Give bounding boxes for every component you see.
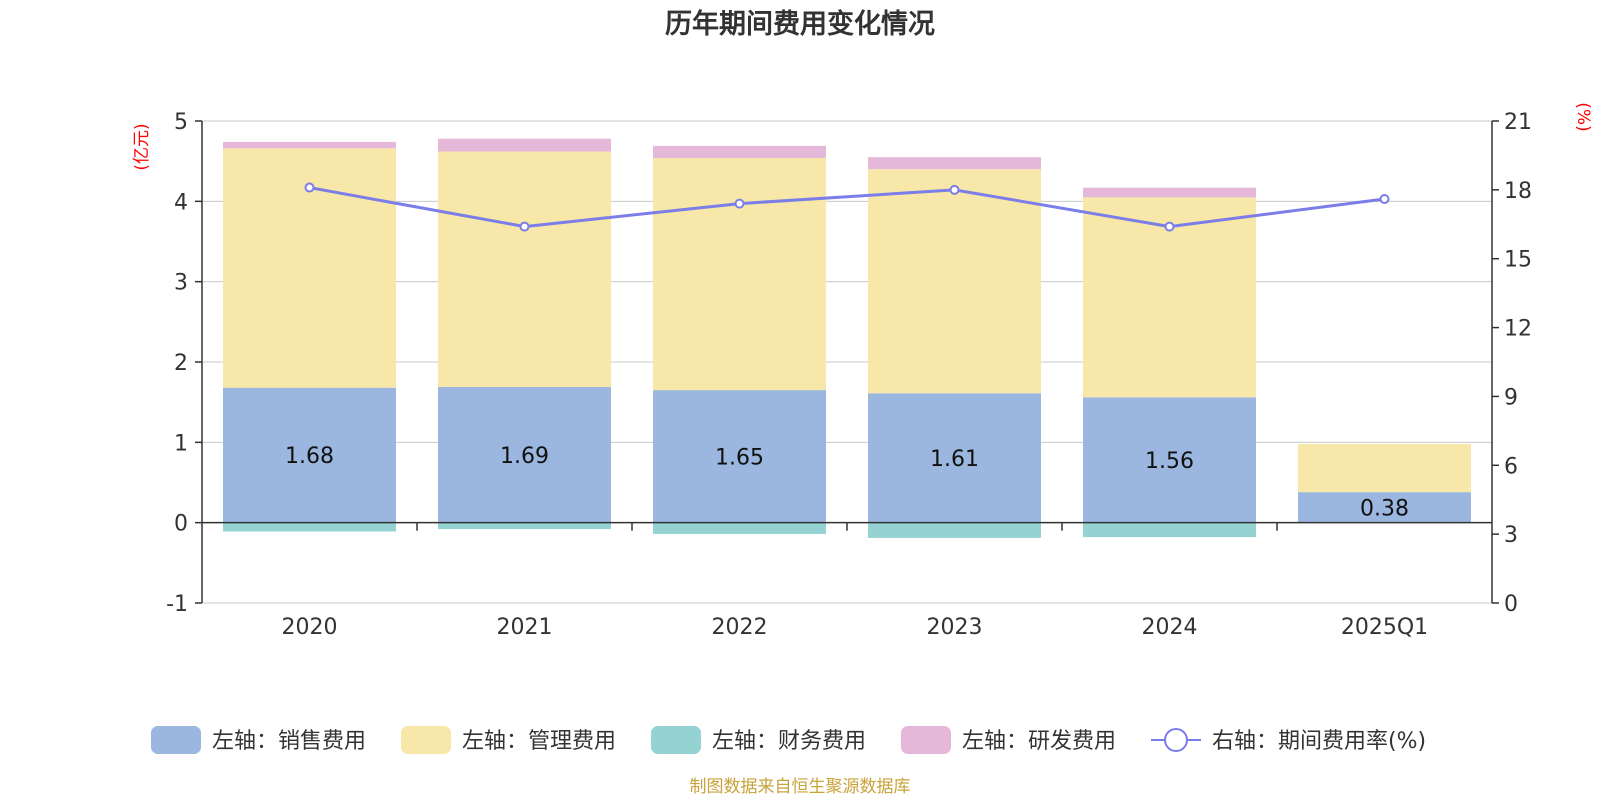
- legend-label-4: 左轴：研发费用: [962, 729, 1116, 754]
- bar-2022-2: [653, 157, 826, 391]
- right-tick-label-21: 21: [1504, 110, 1532, 135]
- left-tick-label-3: 3: [174, 271, 188, 296]
- data-labels: 1.68 1.69 1.65 1.61 1.56 0.38: [285, 444, 1409, 522]
- bar-2025Q1-2: [1298, 443, 1471, 493]
- bars: [223, 138, 1471, 538]
- bar-2023-4: [868, 157, 1041, 170]
- expense-rate-point-2022: [734, 198, 745, 209]
- bar-2020-4: [223, 141, 396, 149]
- bar-2022-3: [653, 522, 826, 534]
- left-tick-label-2: 2: [174, 351, 188, 376]
- right-axis-unit: (%): [1573, 102, 1593, 131]
- expense-rate-point-2024: [1164, 221, 1175, 232]
- data-label-2020: 1.68: [285, 444, 334, 469]
- legend-swatch-1: [151, 726, 201, 754]
- legend-label-5: 右轴：期间费用率(%): [1212, 729, 1426, 754]
- expense-rate-point-2020: [304, 182, 315, 193]
- right-tick-label-12: 12: [1504, 317, 1532, 342]
- expense-rate-line: [304, 182, 1390, 232]
- bar-2020-3: [223, 522, 396, 532]
- legend-swatch-3: [651, 726, 701, 754]
- x-tick-label-2025Q1: 2025Q1: [1341, 615, 1428, 640]
- chart-title: 历年期间费用变化情况: [665, 8, 935, 40]
- data-label-2025Q1: 0.38: [1360, 496, 1409, 521]
- bar-2024-1: [1083, 397, 1256, 523]
- legend-label-1: 左轴：销售费用: [212, 729, 366, 754]
- x-tick-label-2023: 2023: [927, 615, 983, 640]
- data-label-2022: 1.65: [715, 445, 764, 470]
- x-tick-label-2020: 2020: [282, 615, 338, 640]
- legend-swatch-4: [901, 726, 951, 754]
- right-tick-label-9: 9: [1504, 385, 1518, 410]
- bar-2023-1: [868, 393, 1041, 523]
- data-label-2021: 1.69: [500, 444, 549, 469]
- bar-2020-1: [223, 387, 396, 523]
- bar-2024-3: [1083, 522, 1256, 538]
- legend-label-3: 左轴：财务费用: [712, 729, 866, 754]
- x-tick-label-2024: 2024: [1142, 615, 1198, 640]
- left-tick-label-4: 4: [174, 190, 188, 215]
- left-tick-label-5: 5: [174, 110, 188, 135]
- data-label-2024: 1.56: [1145, 449, 1194, 474]
- left-axis-unit: (亿元): [132, 123, 152, 170]
- legend-label-2: 左轴：管理费用: [462, 729, 616, 754]
- bar-2024-4: [1083, 187, 1256, 198]
- bar-2025Q1-1: [1298, 492, 1471, 523]
- legend-swatch-2: [401, 726, 451, 754]
- bar-2023-3: [868, 522, 1041, 538]
- bar-2022-1: [653, 390, 826, 523]
- expense-rate-point-2025Q1: [1379, 194, 1390, 205]
- bar-2021-4: [438, 138, 611, 152]
- expense-rate-point-2021: [519, 221, 530, 232]
- right-tick-label-6: 6: [1504, 454, 1518, 479]
- legend: 左轴：销售费用 左轴：管理费用 左轴：财务费用 左轴：研发费用 右轴：期间费用率(%): [151, 726, 1426, 754]
- left-tick-label--1: -1: [166, 592, 188, 617]
- x-tick-label-2022: 2022: [712, 615, 768, 640]
- bar-2021-2: [438, 151, 611, 387]
- left-tick-label-1: 1: [174, 431, 188, 456]
- bar-2022-4: [653, 145, 826, 158]
- right-tick-label-3: 3: [1504, 523, 1518, 548]
- data-label-2023: 1.61: [930, 447, 979, 472]
- expense-rate-point-2023: [949, 184, 960, 195]
- right-tick-label-0: 0: [1504, 592, 1518, 617]
- right-tick-label-15: 15: [1504, 248, 1532, 273]
- left-tick-label-0: 0: [174, 512, 188, 537]
- expense-rate-polyline: [309, 186, 1385, 229]
- bar-2023-2: [868, 169, 1041, 394]
- bar-2021-1: [438, 386, 611, 523]
- legend-line-marker: [1164, 728, 1188, 752]
- bar-2021-3: [438, 522, 611, 530]
- source-note: 制图数据来自恒生聚源数据库: [690, 777, 911, 797]
- x-tick-label-2021: 2021: [497, 615, 553, 640]
- right-tick-label-18: 18: [1504, 179, 1532, 204]
